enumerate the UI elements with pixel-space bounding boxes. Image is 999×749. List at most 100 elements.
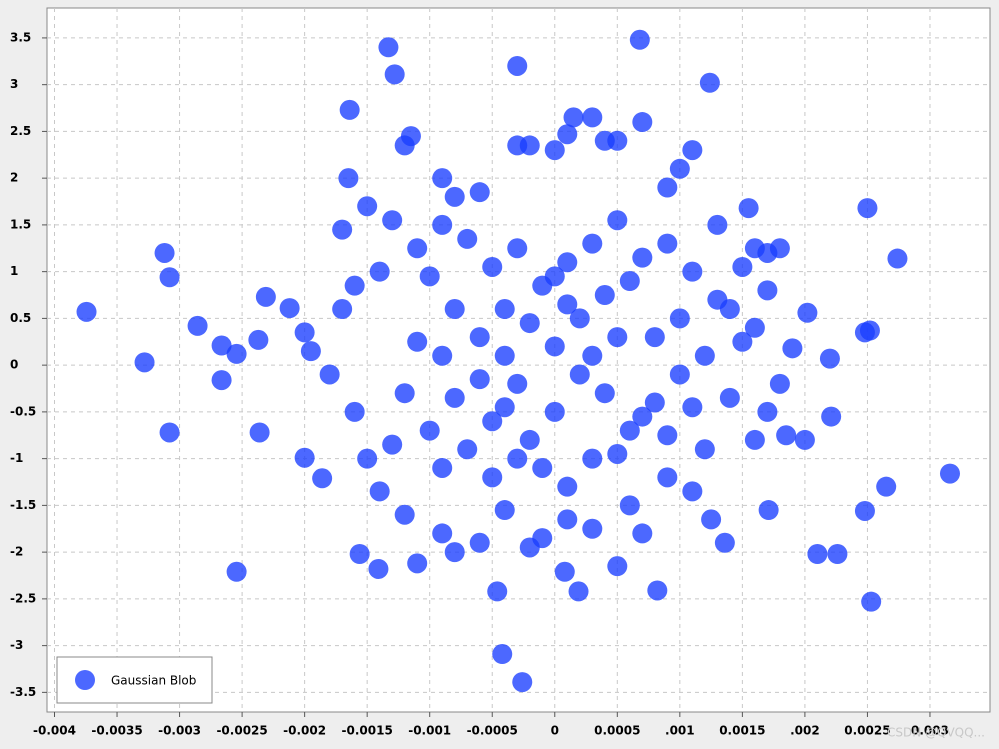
point bbox=[619, 270, 640, 291]
point bbox=[211, 370, 232, 391]
point bbox=[294, 447, 315, 468]
x-tick-label: 0.0015 bbox=[719, 724, 765, 738]
point bbox=[857, 198, 878, 219]
point bbox=[694, 439, 715, 460]
point bbox=[187, 315, 208, 336]
point bbox=[507, 238, 528, 259]
point bbox=[657, 233, 678, 254]
point bbox=[563, 107, 584, 128]
point bbox=[758, 500, 779, 521]
point bbox=[226, 343, 247, 364]
point bbox=[432, 168, 453, 189]
point bbox=[338, 168, 359, 189]
point bbox=[544, 140, 565, 161]
point bbox=[76, 301, 97, 322]
point bbox=[557, 476, 578, 497]
x-tick-label: -0.002 bbox=[283, 724, 326, 738]
point bbox=[738, 198, 759, 219]
point bbox=[657, 425, 678, 446]
point bbox=[939, 463, 960, 484]
points bbox=[76, 29, 960, 693]
point bbox=[255, 286, 276, 307]
point bbox=[544, 401, 565, 422]
point bbox=[432, 457, 453, 478]
point bbox=[519, 537, 540, 558]
point bbox=[607, 210, 628, 231]
point bbox=[339, 99, 360, 120]
point bbox=[507, 373, 528, 394]
point bbox=[394, 383, 415, 404]
point bbox=[757, 401, 778, 422]
point bbox=[782, 338, 803, 359]
point bbox=[469, 369, 490, 390]
point bbox=[629, 29, 650, 50]
point bbox=[494, 397, 515, 418]
point bbox=[554, 561, 575, 582]
point bbox=[657, 467, 678, 488]
legend: Gaussian Blob bbox=[56, 656, 213, 704]
point bbox=[632, 406, 653, 427]
y-tick-label: -3 bbox=[10, 638, 23, 652]
point bbox=[632, 112, 653, 133]
point bbox=[432, 214, 453, 235]
point bbox=[279, 298, 300, 319]
point bbox=[682, 397, 703, 418]
plot-area bbox=[46, 7, 991, 713]
point bbox=[494, 500, 515, 521]
point bbox=[632, 523, 653, 544]
point bbox=[569, 308, 590, 329]
point bbox=[719, 387, 740, 408]
point bbox=[669, 364, 690, 385]
point bbox=[582, 345, 603, 366]
y-tick-label: -2.5 bbox=[10, 591, 36, 605]
x-tick-label: -0.0035 bbox=[91, 724, 142, 738]
point bbox=[769, 373, 790, 394]
point bbox=[319, 364, 340, 385]
point bbox=[519, 135, 540, 156]
point bbox=[821, 406, 842, 427]
point bbox=[682, 261, 703, 282]
point bbox=[819, 348, 840, 369]
point bbox=[582, 233, 603, 254]
point bbox=[407, 331, 428, 352]
point bbox=[594, 383, 615, 404]
point bbox=[827, 543, 848, 564]
point bbox=[607, 130, 628, 151]
watermark: CSDN @QVQQ... bbox=[887, 726, 985, 740]
point bbox=[619, 420, 640, 441]
point bbox=[544, 336, 565, 357]
point bbox=[694, 345, 715, 366]
point bbox=[647, 580, 668, 601]
point bbox=[594, 285, 615, 306]
point bbox=[226, 561, 247, 582]
y-tick-label: -0.5 bbox=[10, 404, 36, 418]
point bbox=[159, 422, 180, 443]
point bbox=[861, 591, 882, 612]
point bbox=[714, 532, 735, 553]
point bbox=[492, 644, 513, 665]
point bbox=[211, 335, 232, 356]
point bbox=[400, 126, 421, 147]
point bbox=[507, 55, 528, 76]
x-tick-label: 0.003 bbox=[911, 724, 949, 738]
point bbox=[369, 261, 390, 282]
y-tick-label: 0.5 bbox=[10, 311, 31, 325]
point bbox=[569, 364, 590, 385]
point bbox=[776, 425, 797, 446]
point bbox=[378, 37, 399, 58]
point bbox=[707, 214, 728, 235]
y-tick-label: 2 bbox=[10, 171, 18, 185]
point bbox=[557, 509, 578, 530]
point bbox=[607, 327, 628, 348]
point bbox=[557, 252, 578, 273]
point bbox=[557, 294, 578, 315]
x-tick-label: -0.001 bbox=[408, 724, 451, 738]
point bbox=[312, 468, 333, 489]
point bbox=[469, 327, 490, 348]
point bbox=[419, 266, 440, 287]
y-tick-label: 0 bbox=[10, 358, 18, 372]
point bbox=[744, 317, 765, 338]
x-tick-label: 0.0005 bbox=[594, 724, 640, 738]
y-tick-label: 1 bbox=[10, 264, 18, 278]
